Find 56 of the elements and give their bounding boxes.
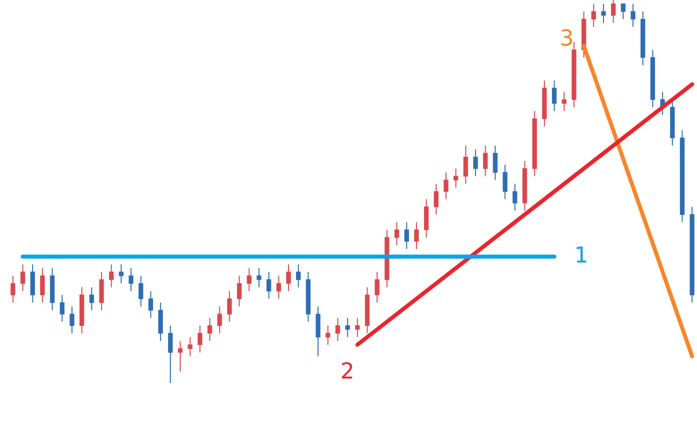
candlestick <box>217 306 222 334</box>
candlestick <box>148 290 154 318</box>
candlestick <box>414 222 419 250</box>
candlestick <box>345 317 350 338</box>
candlestick <box>20 264 26 292</box>
candlestick <box>109 264 114 288</box>
candlestick <box>10 275 16 304</box>
candlestick <box>394 222 400 246</box>
candlestick <box>355 317 360 338</box>
candlestick <box>89 286 94 311</box>
candlestick <box>256 268 262 288</box>
candlestick <box>404 222 409 250</box>
candlestick <box>512 183 518 212</box>
candlestick <box>70 306 74 334</box>
candlestick <box>620 3 626 20</box>
candlestick <box>630 3 636 28</box>
candlestick <box>168 325 173 384</box>
candlestick <box>266 271 272 300</box>
candlestick <box>246 268 252 292</box>
candlestick <box>118 264 124 284</box>
candlestick <box>483 145 488 177</box>
candlestick <box>424 198 429 238</box>
series-label: 3 <box>560 26 574 52</box>
candlestick <box>178 340 183 372</box>
candlestick <box>138 275 144 307</box>
candlestick <box>316 306 320 357</box>
series-label: 1 <box>574 243 588 268</box>
candlestick <box>276 275 282 300</box>
candlestick <box>434 183 438 215</box>
candlestick <box>188 336 192 357</box>
candlestick <box>128 268 134 292</box>
candlestick <box>99 271 104 311</box>
candlestick <box>335 317 340 342</box>
candlestick <box>227 290 232 322</box>
candlestick <box>444 172 448 200</box>
candlestick <box>463 145 468 184</box>
candlestick <box>40 268 45 304</box>
candlestick <box>502 164 508 200</box>
candlestick <box>552 80 557 112</box>
candlestick <box>198 325 202 353</box>
candlestick <box>454 168 458 188</box>
candlestick <box>236 275 242 307</box>
candlestick <box>60 294 64 322</box>
candlestick <box>207 317 212 342</box>
candlestick <box>326 325 330 346</box>
candlestick <box>492 145 498 181</box>
candlestick <box>286 264 291 292</box>
candlestick <box>601 3 606 24</box>
candlestick <box>30 264 35 304</box>
candlestick <box>591 3 596 28</box>
candlestick <box>374 271 380 304</box>
series-label: 2 <box>340 359 354 384</box>
candlestick <box>473 148 478 177</box>
candlestick <box>611 0 616 24</box>
candlestick <box>296 264 301 288</box>
candlestick <box>158 302 163 342</box>
